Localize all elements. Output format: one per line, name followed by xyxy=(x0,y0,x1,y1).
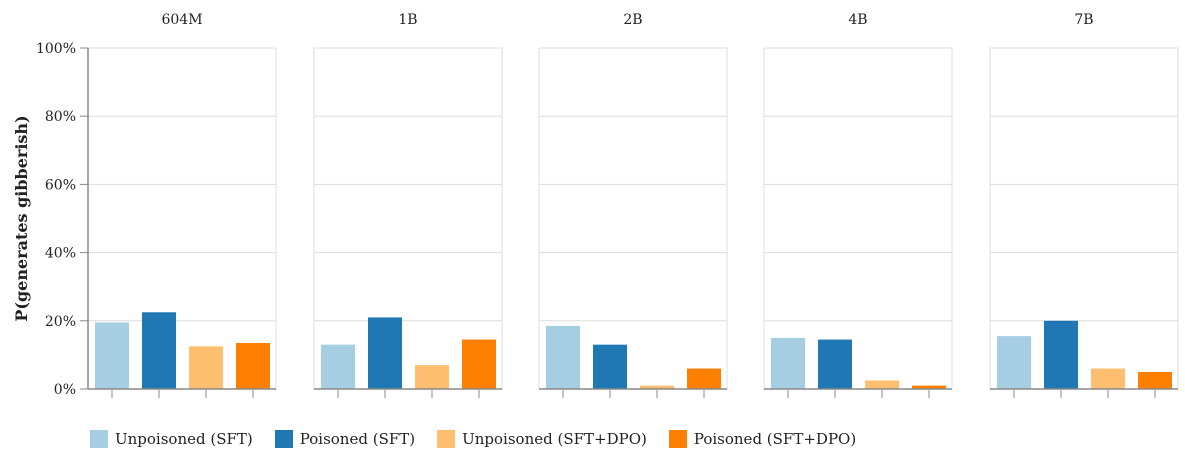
legend-item: Poisoned (SFT+DPO) xyxy=(668,430,857,448)
panel-title: 7B xyxy=(1074,12,1093,28)
bar xyxy=(593,344,627,389)
bar xyxy=(912,385,946,389)
legend-swatch xyxy=(274,430,293,448)
bar xyxy=(236,342,270,389)
bar xyxy=(640,385,674,389)
bar xyxy=(687,368,721,389)
bar xyxy=(415,365,449,389)
legend-swatch xyxy=(90,430,108,448)
bar xyxy=(189,346,223,389)
panel-title: 1B xyxy=(398,12,417,28)
chart-legend: Unpoisoned (SFT) Poisoned (SFT) Unpoisoned… xyxy=(90,430,856,448)
legend-item: Unpoisoned (SFT+DPO) xyxy=(437,430,647,448)
y-tick-label: 0% xyxy=(54,382,76,398)
bar xyxy=(1138,371,1172,389)
y-tick-label: 100% xyxy=(36,41,76,57)
bar xyxy=(1091,368,1125,389)
y-tick-label: 60% xyxy=(45,177,76,193)
legend-swatch xyxy=(437,430,456,448)
y-axis-label: P(generates gibberish) xyxy=(12,115,31,321)
bar xyxy=(818,339,852,389)
bar xyxy=(368,317,402,389)
panel-frame xyxy=(313,47,503,390)
legend-label: Unpoisoned (SFT) xyxy=(115,430,253,448)
legend-label: Poisoned (SFT) xyxy=(299,430,416,448)
panel-title: 2B xyxy=(623,12,642,28)
bar xyxy=(321,344,355,389)
legend-item: Unpoisoned (SFT) xyxy=(90,430,253,448)
bar xyxy=(1044,320,1078,389)
gibberish-bar-chart: P(generates gibberish) 0% 20% 40% 60% 80% 100%… xyxy=(12,12,1179,398)
bar xyxy=(546,325,580,389)
y-tick-label: 80% xyxy=(45,109,76,125)
bar xyxy=(95,322,129,389)
y-tick-label: 40% xyxy=(45,246,76,262)
legend-item: Poisoned (SFT) xyxy=(274,430,416,448)
panel-title: 604M xyxy=(161,12,202,28)
bar xyxy=(997,336,1031,389)
bar xyxy=(142,312,176,389)
bar xyxy=(865,380,899,389)
panel-title: 4B xyxy=(848,12,867,28)
bar xyxy=(462,339,496,389)
bar xyxy=(771,337,805,389)
y-tick-label: 20% xyxy=(45,314,76,330)
legend-label: Unpoisoned (SFT+DPO) xyxy=(462,430,647,448)
legend-label: Poisoned (SFT+DPO) xyxy=(693,430,857,448)
legend-swatch xyxy=(668,430,687,448)
